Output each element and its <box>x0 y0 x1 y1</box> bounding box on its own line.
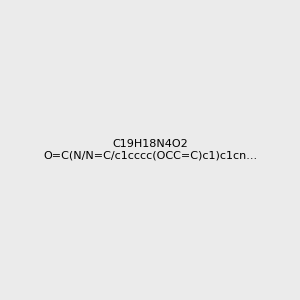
Text: C19H18N4O2
O=C(N/N=C/c1cccc(OCC=C)c1)c1cn...: C19H18N4O2 O=C(N/N=C/c1cccc(OCC=C)c1)c1c… <box>43 139 257 161</box>
